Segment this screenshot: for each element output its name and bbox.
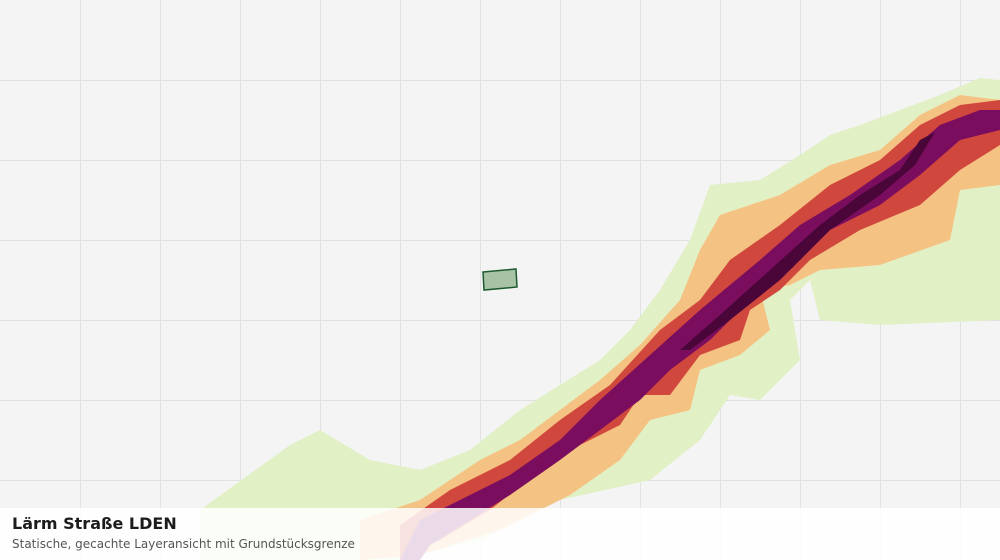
noise-zone-extreme	[680, 132, 935, 350]
caption-panel: Lärm Straße LDEN Statische, gecachte Lay…	[0, 508, 1000, 560]
parcel-boundary	[482, 268, 518, 291]
layer-title: Lärm Straße LDEN	[12, 514, 177, 533]
layer-subtitle: Statische, gecachte Layeransicht mit Gru…	[12, 537, 355, 551]
